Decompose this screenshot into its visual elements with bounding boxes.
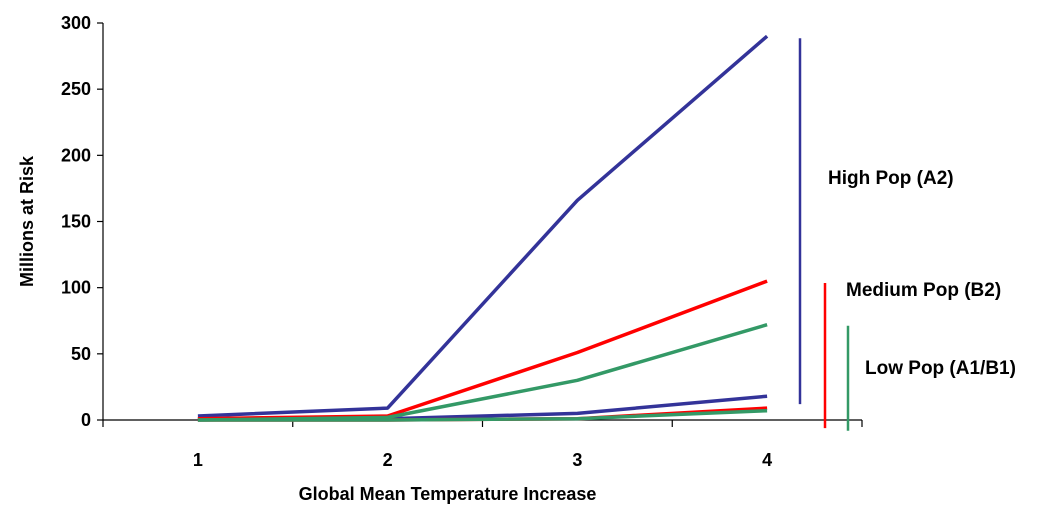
y-tick-label: 0 [81,410,91,430]
x-tick-label: 3 [572,450,582,470]
x-axis-title: Global Mean Temperature Increase [299,484,597,504]
y-tick-label: 300 [61,13,91,33]
population-brackets: High Pop (A2) Medium Pop (B2) Low Pop (A1/… [798,38,1016,431]
series-line-low [197,408,768,422]
bracket-label-low: Low Pop (A1/B1) [865,358,1016,379]
series-line-low [197,323,768,422]
bracket-label-high: High Pop (A2) [828,168,954,189]
x-tick-label: 1 [193,450,203,470]
y-tick-label: 250 [61,79,91,99]
y-ticks: 0 50 100 150 200 250 300 [61,13,103,430]
y-tick-label: 200 [61,145,91,165]
series-line-high [197,34,769,418]
x-ticks: 1 2 3 4 [102,420,863,470]
x-tick-label: 2 [383,450,393,470]
y-tick-label: 100 [61,278,91,298]
series-lines [197,34,769,422]
x-tick-label: 4 [762,450,772,470]
plot-area: 0 50 100 150 200 250 300 1 2 3 4 High Pop (A2) Med… [61,13,1016,470]
y-tick-label: 50 [71,344,91,364]
y-axis-title: Millions at Risk [17,155,37,287]
bracket-label-medium: Medium Pop (B2) [846,280,1001,301]
y-tick-label: 150 [61,212,91,232]
